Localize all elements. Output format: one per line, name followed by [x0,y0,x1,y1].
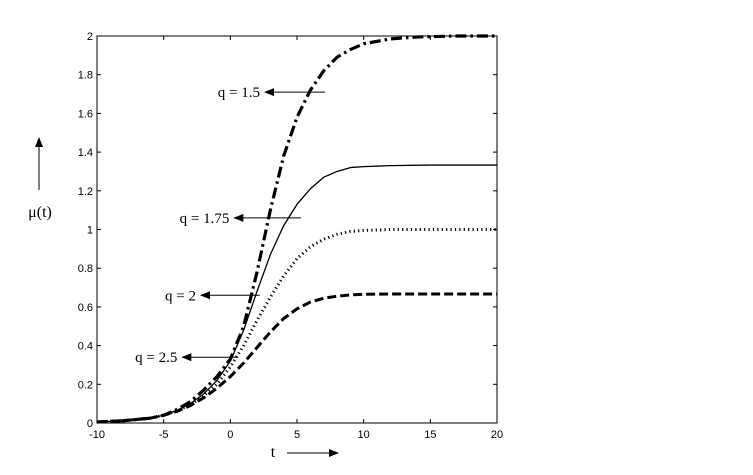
annotation-label: q = 1.5 [218,85,260,101]
annotation-label: q = 2.5 [135,350,177,366]
series-line-3 [96,292,497,424]
annotation-label: q = 1.75 [180,211,230,227]
annotations-group: q = 1.5 q = 1.75 q = 2 q = 2.5 [135,85,325,366]
y-tick-label: 1.2 [78,186,93,198]
y-tick-label: 0.8 [78,263,93,275]
series-group [96,34,497,424]
y-tick-label: 1.6 [78,108,93,120]
x-axis-label: t [271,444,276,461]
x-tick-label: 10 [358,429,370,441]
plot-area [96,35,498,424]
y-tick-label: 0.2 [78,379,93,391]
y-tick-label: 0.6 [78,302,93,314]
y-axis-ticks: 0 0.2 0.4 0.6 0.8 1 1.2 1.4 1.6 1.8 2 [78,31,497,430]
x-axis-ticks: -10 -5 0 5 10 15 20 [89,36,503,441]
annotation-label: q = 2 [165,288,196,304]
y-tick-label: 1.8 [78,70,93,82]
y-tick-label: 0.4 [78,341,93,353]
series-line-0 [96,34,497,424]
x-tick-label: -5 [159,429,169,441]
x-tick-label: 0 [227,429,233,441]
x-tick-label: -10 [89,429,105,441]
y-tick-label: 1.4 [78,147,93,159]
x-tick-label: 20 [491,429,503,441]
y-tick-label: 1 [87,225,93,237]
series-line-1 [96,164,497,423]
x-tick-label: 15 [424,429,436,441]
y-tick-label: 0 [87,418,93,430]
x-tick-label: 5 [294,429,300,441]
y-tick-label: 2 [87,31,93,43]
y-axis-label: μ(t) [28,204,52,221]
